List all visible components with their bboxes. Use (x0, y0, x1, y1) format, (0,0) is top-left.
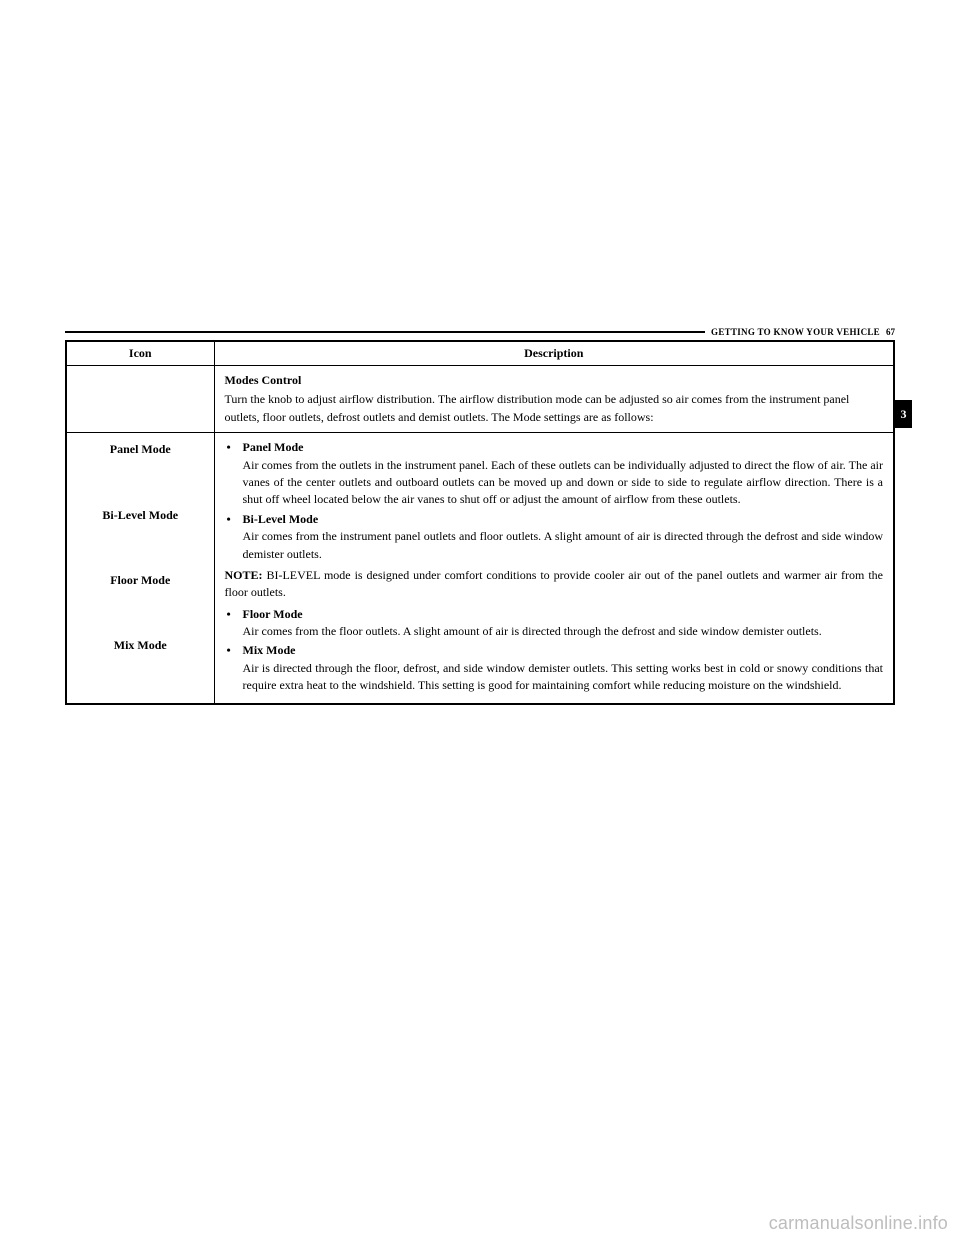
mode-label-panel: Panel Mode (77, 441, 204, 458)
section-title: GETTING TO KNOW YOUR VEHICLE (705, 327, 880, 337)
modes-control-body: Turn the knob to adjust airflow distribu… (225, 392, 850, 423)
mode-label-bilevel: Bi-Level Mode (77, 507, 204, 524)
item-body: Air comes from the instrument panel outl… (243, 528, 884, 563)
table-row: Panel Mode Bi-Level Mode Floor Mode Mix … (66, 433, 894, 704)
mode-label-mix: Mix Mode (77, 637, 204, 654)
page-header: GETTING TO KNOW YOUR VEHICLE 67 (65, 327, 895, 337)
icon-cell-modes: Panel Mode Bi-Level Mode Floor Mode Mix … (66, 433, 214, 704)
watermark: carmanualsonline.info (769, 1213, 948, 1234)
chapter-tab: 3 (895, 400, 912, 428)
icon-cell-empty (66, 366, 214, 433)
note: NOTE: BI-LEVEL mode is designed under co… (225, 567, 884, 602)
list-item: Panel Mode Air comes from the outlets in… (239, 439, 884, 509)
column-header-icon: Icon (66, 341, 214, 366)
mode-label-floor: Floor Mode (77, 572, 204, 589)
page-content: GETTING TO KNOW YOUR VEHICLE 67 3 Icon D… (65, 327, 895, 705)
item-body: Air comes from the outlets in the instru… (243, 457, 884, 509)
list-item: Floor Mode Air comes from the floor outl… (239, 606, 884, 641)
mode-list: Floor Mode Air comes from the floor outl… (225, 606, 884, 695)
item-title: Floor Mode (243, 607, 303, 621)
page-number: 67 (880, 327, 895, 337)
description-cell: Panel Mode Air comes from the outlets in… (214, 433, 894, 704)
item-title: Mix Mode (243, 643, 296, 657)
item-body: Air is directed through the floor, defro… (243, 660, 884, 695)
item-title: Bi-Level Mode (243, 512, 319, 526)
note-body: BI-LEVEL mode is designed under comfort … (225, 568, 884, 599)
item-title: Panel Mode (243, 440, 304, 454)
header-rule (65, 331, 705, 333)
table-row: Modes Control Turn the knob to adjust ai… (66, 366, 894, 433)
list-item: Mix Mode Air is directed through the flo… (239, 642, 884, 694)
modes-table: Icon Description Modes Control Turn the … (65, 340, 895, 705)
mode-list: Panel Mode Air comes from the outlets in… (225, 439, 884, 563)
item-body: Air comes from the floor outlets. A slig… (243, 623, 884, 640)
modes-control-title: Modes Control (225, 372, 884, 389)
description-cell: Modes Control Turn the knob to adjust ai… (214, 366, 894, 433)
list-item: Bi-Level Mode Air comes from the instrum… (239, 511, 884, 563)
column-header-description: Description (214, 341, 894, 366)
note-label: NOTE: (225, 568, 263, 582)
